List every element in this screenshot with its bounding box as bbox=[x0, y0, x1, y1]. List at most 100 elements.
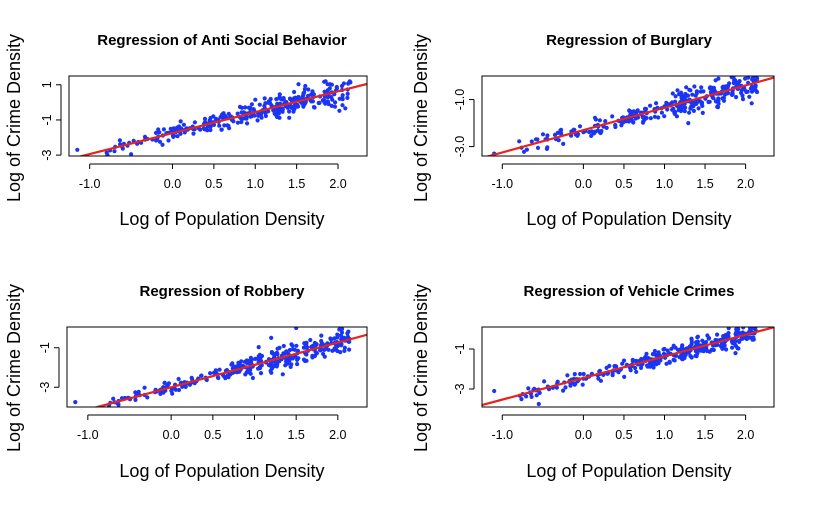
data-point bbox=[191, 131, 196, 136]
data-point bbox=[540, 132, 546, 137]
data-point bbox=[339, 342, 344, 347]
data-point bbox=[746, 322, 750, 326]
data-point bbox=[263, 101, 268, 106]
data-point bbox=[335, 332, 340, 337]
data-point bbox=[301, 104, 306, 109]
data-point bbox=[243, 372, 248, 377]
data-point bbox=[287, 96, 293, 101]
data-point bbox=[700, 110, 705, 115]
data-point bbox=[661, 351, 667, 356]
data-point bbox=[598, 378, 604, 383]
data-point bbox=[561, 141, 566, 146]
data-point bbox=[536, 401, 541, 407]
data-point bbox=[571, 127, 576, 132]
data-point bbox=[597, 118, 603, 123]
data-point bbox=[219, 127, 224, 132]
data-point bbox=[664, 361, 669, 366]
x-tick-label: -1.0 bbox=[492, 177, 514, 191]
data-point bbox=[287, 109, 292, 114]
data-point bbox=[706, 336, 711, 341]
data-point bbox=[689, 340, 695, 345]
data-point bbox=[142, 385, 147, 390]
chart-title: Regression of Robbery bbox=[139, 283, 305, 300]
data-point bbox=[245, 121, 250, 126]
data-point bbox=[153, 130, 159, 135]
data-point bbox=[145, 395, 150, 400]
data-point bbox=[213, 368, 218, 373]
data-point bbox=[689, 336, 694, 341]
plot-marks bbox=[73, 327, 367, 407]
data-point bbox=[648, 116, 653, 121]
data-point bbox=[274, 350, 280, 355]
data-point bbox=[255, 118, 260, 123]
data-point bbox=[684, 85, 689, 90]
data-point bbox=[705, 348, 710, 354]
data-point bbox=[659, 110, 665, 115]
data-point bbox=[176, 376, 181, 382]
data-point bbox=[239, 110, 244, 115]
data-point bbox=[739, 336, 744, 342]
chart-panel-anti-social-behavior: Regression of Anti Social Behavior Log o… bbox=[4, 32, 368, 229]
data-point bbox=[492, 388, 497, 394]
data-point bbox=[578, 371, 583, 377]
data-point bbox=[634, 369, 639, 374]
data-point bbox=[284, 349, 289, 354]
data-point bbox=[249, 102, 254, 107]
data-point bbox=[171, 126, 176, 131]
data-point bbox=[675, 347, 681, 352]
x-tick-label: 0.5 bbox=[205, 177, 222, 191]
data-point bbox=[581, 371, 586, 377]
data-point bbox=[178, 119, 183, 124]
data-point bbox=[669, 346, 674, 351]
data-point bbox=[170, 133, 175, 138]
data-point bbox=[289, 342, 294, 347]
data-point bbox=[160, 142, 165, 147]
data-point bbox=[736, 346, 741, 351]
data-point bbox=[706, 99, 711, 105]
x-tick-label: -1.0 bbox=[79, 177, 101, 191]
data-point bbox=[524, 394, 529, 399]
data-point bbox=[310, 89, 315, 94]
data-point bbox=[339, 327, 345, 332]
data-point bbox=[235, 120, 240, 125]
data-point bbox=[340, 103, 345, 108]
data-point bbox=[292, 96, 297, 101]
y-tick-label: -3.0 bbox=[453, 136, 467, 158]
data-point bbox=[740, 93, 745, 98]
data-point bbox=[169, 388, 174, 393]
data-point bbox=[258, 371, 264, 376]
data-point bbox=[257, 102, 262, 107]
data-point bbox=[715, 105, 721, 110]
chart-title: Regression of Burglary bbox=[546, 32, 713, 49]
data-point bbox=[242, 359, 247, 364]
data-point bbox=[275, 114, 280, 120]
data-point bbox=[519, 397, 524, 402]
data-point bbox=[747, 72, 751, 76]
data-point bbox=[342, 348, 347, 353]
data-point bbox=[691, 108, 697, 113]
data-point bbox=[664, 102, 669, 107]
data-point bbox=[535, 137, 540, 142]
data-point bbox=[589, 129, 594, 134]
data-point bbox=[696, 106, 701, 111]
y-axis-label: Log of Crime Density bbox=[4, 284, 24, 452]
data-point bbox=[604, 125, 609, 130]
data-point bbox=[561, 388, 566, 393]
data-point bbox=[279, 106, 284, 112]
data-point bbox=[347, 347, 352, 352]
data-point bbox=[678, 92, 683, 97]
data-point bbox=[179, 126, 184, 131]
y-tick-label: -1 bbox=[38, 342, 52, 353]
data-point bbox=[731, 76, 736, 80]
data-point bbox=[287, 115, 292, 120]
data-point bbox=[310, 343, 315, 349]
data-point bbox=[670, 107, 675, 112]
data-point bbox=[730, 90, 735, 95]
x-tick-label: 0.5 bbox=[204, 428, 221, 442]
data-point bbox=[271, 364, 276, 369]
data-point bbox=[565, 373, 570, 378]
data-point bbox=[721, 336, 726, 341]
data-point bbox=[753, 77, 759, 82]
data-point bbox=[329, 82, 334, 87]
